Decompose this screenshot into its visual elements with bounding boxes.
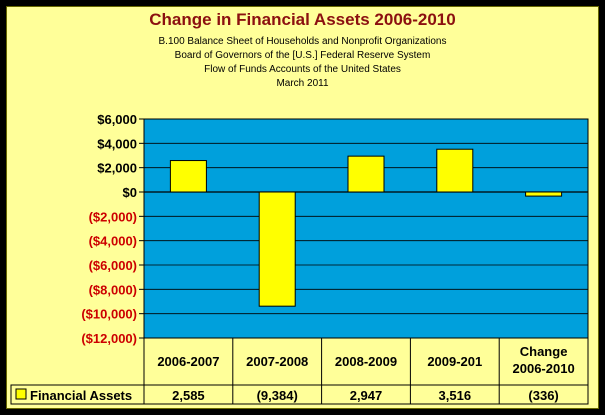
chart-subtitle-line-1: B.100 Balance Sheet of Households and No… <box>158 36 447 47</box>
bar <box>347 155 385 193</box>
x-category-label: 2008-2009 <box>335 354 397 369</box>
y-tick-label: ($4,000) <box>89 234 137 249</box>
y-tick-label: $2,000 <box>97 161 137 176</box>
data-value-label: 3,516 <box>439 388 472 403</box>
plot-area <box>143 118 589 339</box>
data-value-label: 2,947 <box>350 388 383 403</box>
x-category-label: 2006-2010 <box>513 361 575 376</box>
data-value-label: (336) <box>528 388 558 403</box>
chart-title: Change in Financial Assets 2006-2010 <box>149 10 456 29</box>
y-tick-label: $6,000 <box>97 112 137 127</box>
bar <box>169 160 207 193</box>
data-value-label: 2,585 <box>172 388 205 403</box>
y-tick-label: ($10,000) <box>81 307 137 322</box>
chart-subtitle-line-3: Flow of Funds Accounts of the United Sta… <box>204 64 401 75</box>
legend-key <box>15 388 27 400</box>
y-tick-label: ($2,000) <box>89 209 137 224</box>
y-tick-label: $0 <box>123 185 137 200</box>
x-category-label: 2009-201 <box>427 354 482 369</box>
chart-subtitle-line-4: March 2011 <box>276 78 329 89</box>
y-tick-label: ($8,000) <box>89 282 137 297</box>
y-tick-label: ($6,000) <box>89 258 137 273</box>
chart-subtitle-line-2: Board of Governors of the [U.S.] Federal… <box>174 50 431 61</box>
bar <box>258 191 296 307</box>
y-tick-label: $4,000 <box>97 136 137 151</box>
legend-label: Financial Assets <box>30 388 132 403</box>
bar <box>525 191 563 197</box>
x-category-label: 2007-2008 <box>246 354 308 369</box>
table-value-row <box>10 384 589 405</box>
x-category-label: 2006-2007 <box>157 354 219 369</box>
y-tick-label: ($12,000) <box>81 331 137 346</box>
data-value-label: (9,384) <box>257 388 298 403</box>
bar <box>436 148 474 193</box>
x-category-label: Change <box>520 344 568 359</box>
